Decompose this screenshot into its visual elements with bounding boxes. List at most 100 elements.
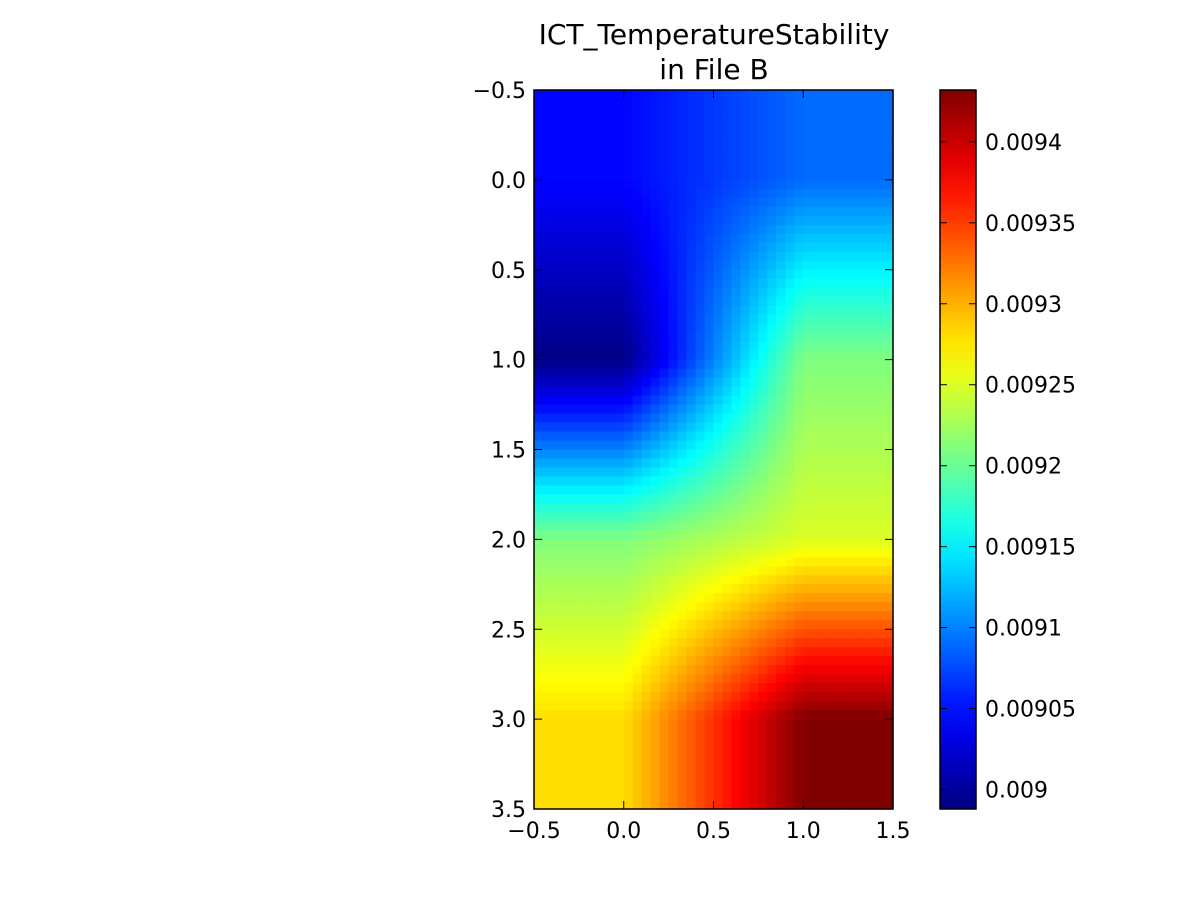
heatmap-cell: [785, 674, 795, 684]
heatmap-cell: [857, 242, 867, 253]
heatmap-cell: [560, 548, 571, 558]
heatmap-cell: [848, 341, 858, 352]
heatmap-cell: [686, 422, 697, 433]
heatmap-cell: [839, 800, 849, 810]
heatmap-cell: [803, 710, 813, 720]
heatmap-cell: [731, 278, 742, 289]
heatmap-cell: [866, 188, 876, 199]
heatmap-cell: [740, 485, 750, 496]
heatmap-cell: [668, 575, 679, 585]
heatmap-cell: [884, 557, 894, 567]
heatmap-cell: [749, 494, 759, 505]
heatmap-cell: [884, 512, 894, 522]
heatmap-cell: [839, 674, 849, 684]
heatmap-cell: [560, 692, 571, 702]
heatmap-cell: [704, 719, 715, 729]
heatmap-cell: [839, 422, 849, 433]
heatmap-cell: [794, 98, 804, 109]
heatmap-cell: [875, 611, 885, 621]
heatmap-cell: [668, 368, 679, 379]
heatmap-cell: [704, 467, 715, 478]
heatmap-cell: [713, 152, 724, 163]
heatmap-cell: [857, 341, 867, 352]
heatmap-cell: [551, 296, 562, 307]
heatmap-cell: [875, 377, 885, 388]
heatmap-cell: [821, 206, 831, 217]
heatmap-cell: [551, 764, 562, 774]
heatmap-cell: [578, 107, 589, 118]
heatmap-cell: [848, 287, 858, 298]
heatmap-cell: [668, 152, 679, 163]
heatmap-cell: [596, 413, 607, 424]
heatmap-cell: [578, 692, 589, 702]
heatmap-cell: [623, 134, 634, 145]
y-tick-label: 2.0: [491, 528, 526, 553]
heatmap-cell: [830, 458, 840, 469]
colorbar-tick-label: 0.00925: [985, 374, 1076, 399]
heatmap-cell: [839, 287, 849, 298]
heatmap-cell: [884, 107, 894, 118]
heatmap-cell: [722, 413, 733, 424]
heatmap-cell: [713, 287, 724, 298]
heatmap-cell: [668, 233, 679, 244]
heatmap-cell: [857, 638, 867, 648]
heatmap-cell: [551, 152, 562, 163]
heatmap-cell: [785, 764, 795, 774]
heatmap-cell: [659, 287, 670, 298]
heatmap-cell: [542, 125, 553, 136]
heatmap-cell: [812, 710, 822, 720]
heatmap-cell: [569, 224, 580, 235]
heatmap-cell: [731, 422, 742, 433]
heatmap-cell: [857, 557, 867, 567]
heatmap-cell: [884, 359, 894, 370]
heatmap-cell: [749, 314, 759, 325]
colorbar-tick-label: 0.0091: [985, 617, 1062, 642]
heatmap-cell: [569, 431, 580, 442]
heatmap-cell: [695, 494, 706, 505]
heatmap-cell: [614, 134, 625, 145]
heatmap-cell: [866, 386, 876, 397]
heatmap-cell: [731, 206, 742, 217]
heatmap-cell: [875, 287, 885, 298]
heatmap-cell: [848, 332, 858, 343]
heatmap-cell: [767, 566, 777, 576]
heatmap-cell: [587, 755, 598, 765]
heatmap-cell: [758, 773, 768, 783]
heatmap-cell: [740, 584, 750, 594]
heatmap-cell: [776, 206, 786, 217]
heatmap-cell: [722, 764, 733, 774]
heatmap-cell: [534, 629, 544, 639]
heatmap-cell: [569, 206, 580, 217]
heatmap-cell: [677, 341, 688, 352]
heatmap-cell: [542, 719, 553, 729]
heatmap-cell: [767, 620, 777, 630]
heatmap-cell: [695, 692, 706, 702]
heatmap-cell: [866, 107, 876, 118]
heatmap-cell: [551, 98, 562, 109]
heatmap-cell: [722, 179, 733, 190]
heatmap-cell: [767, 773, 777, 783]
heatmap-cell: [713, 683, 724, 693]
heatmap-cell: [857, 620, 867, 630]
heatmap-cell: [704, 674, 715, 684]
heatmap-cell: [848, 530, 858, 540]
heatmap-cell: [848, 521, 858, 531]
heatmap-cell: [758, 602, 768, 612]
heatmap-cell: [677, 773, 688, 783]
heatmap-cell: [713, 800, 724, 810]
heatmap-cell: [839, 125, 849, 136]
heatmap-cell: [632, 242, 643, 253]
heatmap-cell: [659, 476, 670, 487]
heatmap-cell: [623, 530, 634, 540]
heatmap-cell: [641, 143, 652, 154]
heatmap-cell: [650, 386, 661, 397]
heatmap-cell: [686, 755, 697, 765]
heatmap-cell: [875, 638, 885, 648]
heatmap-cell: [668, 116, 679, 127]
heatmap-cell: [569, 90, 580, 100]
heatmap-cell: [884, 521, 894, 531]
heatmap-cell: [758, 638, 768, 648]
heatmap-cell: [794, 575, 804, 585]
heatmap-cell: [740, 197, 750, 208]
heatmap-cell: [875, 278, 885, 289]
